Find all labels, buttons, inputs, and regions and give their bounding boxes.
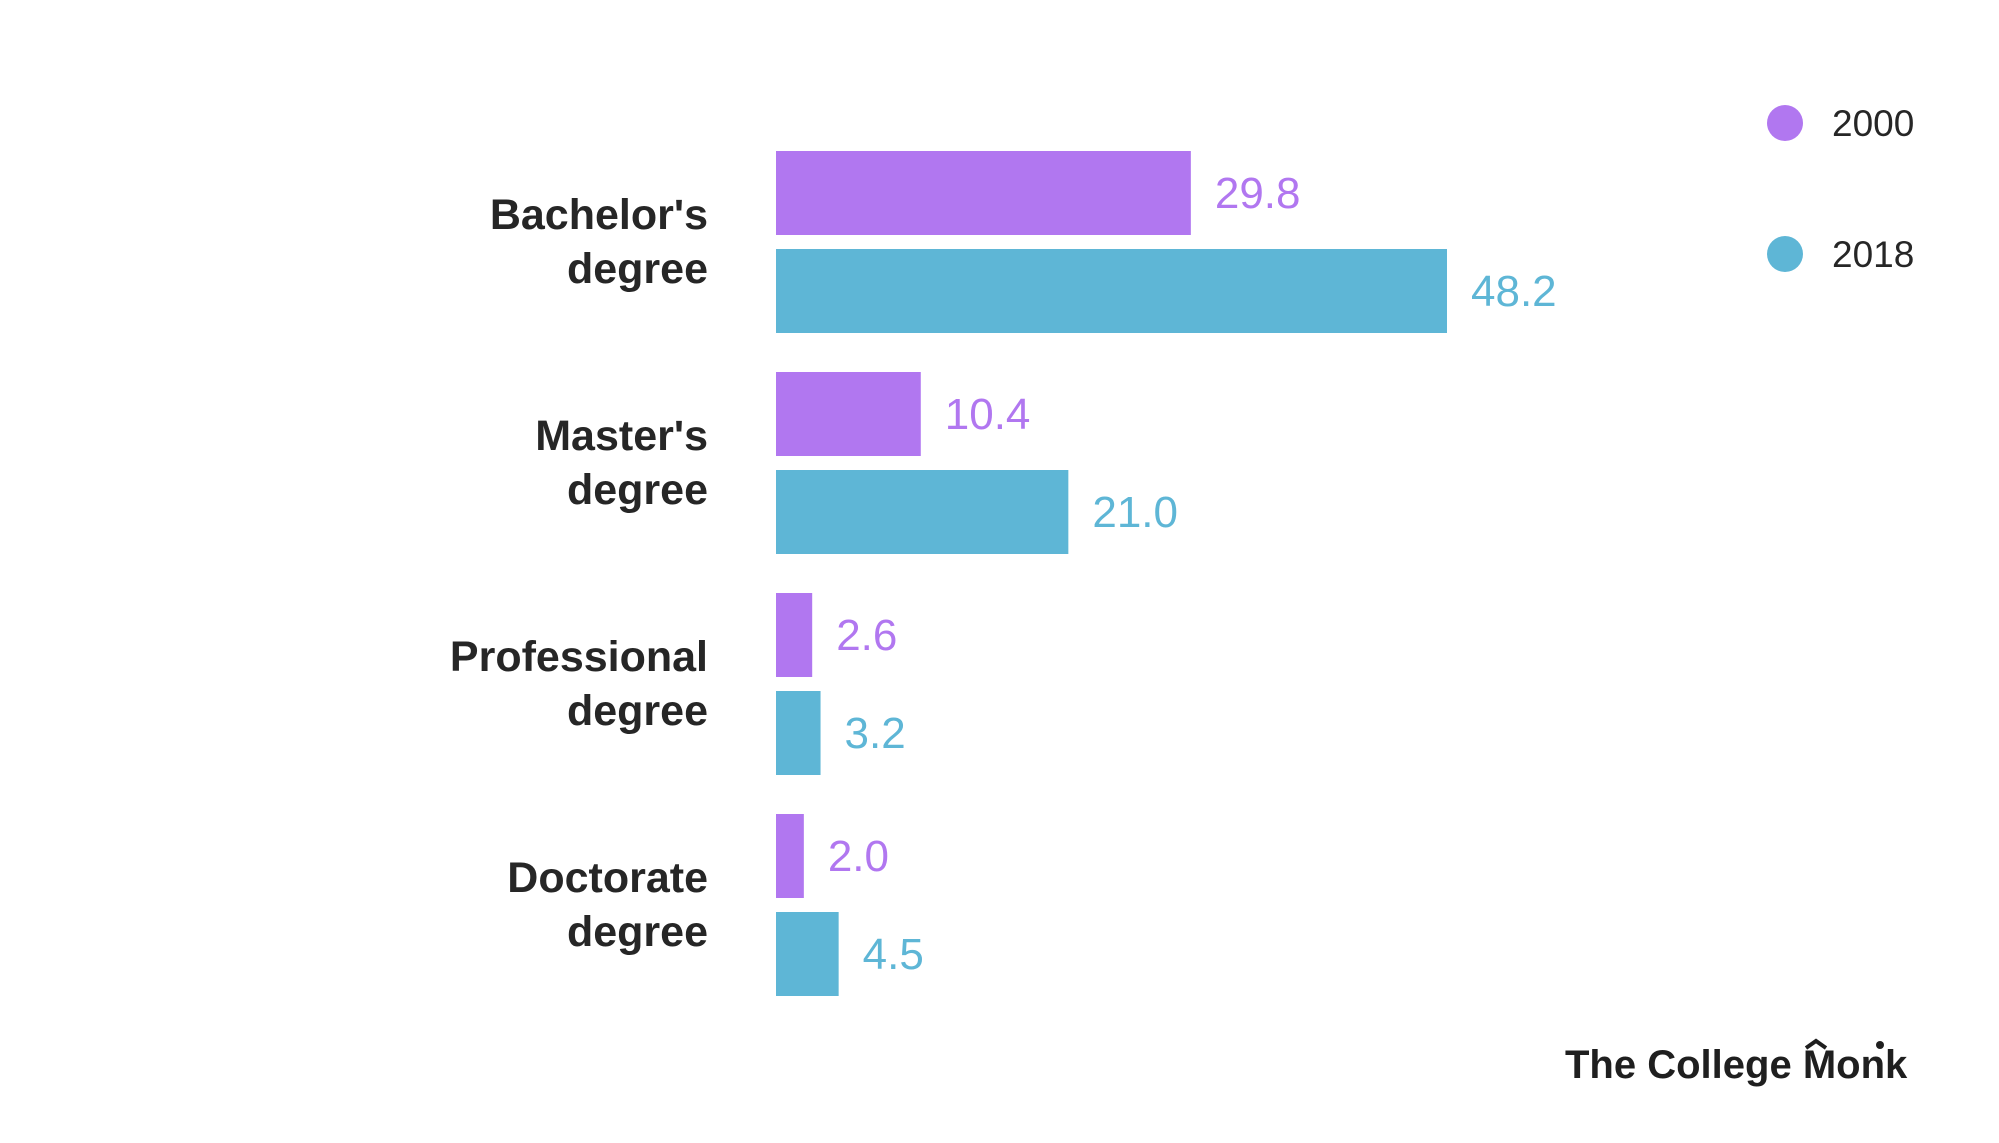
bars-layer	[776, 151, 1447, 996]
value-label: 2.6	[836, 611, 897, 660]
bar-2018	[776, 691, 821, 775]
brand-logo: The College Monk	[1565, 1038, 1908, 1087]
value-label: 3.2	[845, 709, 906, 758]
bar-2018	[776, 912, 839, 996]
category-label: Professional degree	[450, 633, 708, 735]
legend-marker	[1767, 105, 1803, 141]
bar-2018	[776, 470, 1069, 554]
bar-2000	[776, 814, 804, 898]
category-label: Bachelor's degree	[490, 191, 708, 293]
legend-label: 2018	[1832, 234, 1914, 275]
category-label: Doctorate degree	[507, 854, 708, 956]
legend: 2000 2018	[1767, 103, 1914, 275]
monk-dot-icon	[1876, 1041, 1884, 1049]
value-label: 10.4	[945, 390, 1031, 439]
bar-2018	[776, 249, 1447, 333]
value-label: 2.0	[828, 832, 889, 881]
roof-icon	[1804, 1038, 1828, 1050]
legend-label: 2000	[1832, 103, 1914, 144]
brand-wordmark: The College Monk	[1565, 1043, 1908, 1087]
value-label: 48.2	[1471, 267, 1557, 316]
bar-2000	[776, 151, 1191, 235]
labels-layer: Bachelor's degree 29.8 48.2 Master's degree 10…	[450, 169, 1557, 979]
category-label: Master's degree	[535, 412, 708, 514]
bar-2000	[776, 372, 921, 456]
legend-marker	[1767, 236, 1803, 272]
value-label: 4.5	[863, 930, 924, 979]
value-label: 21.0	[1092, 488, 1178, 537]
bar-2000	[776, 593, 813, 677]
value-label: 29.8	[1215, 169, 1301, 218]
